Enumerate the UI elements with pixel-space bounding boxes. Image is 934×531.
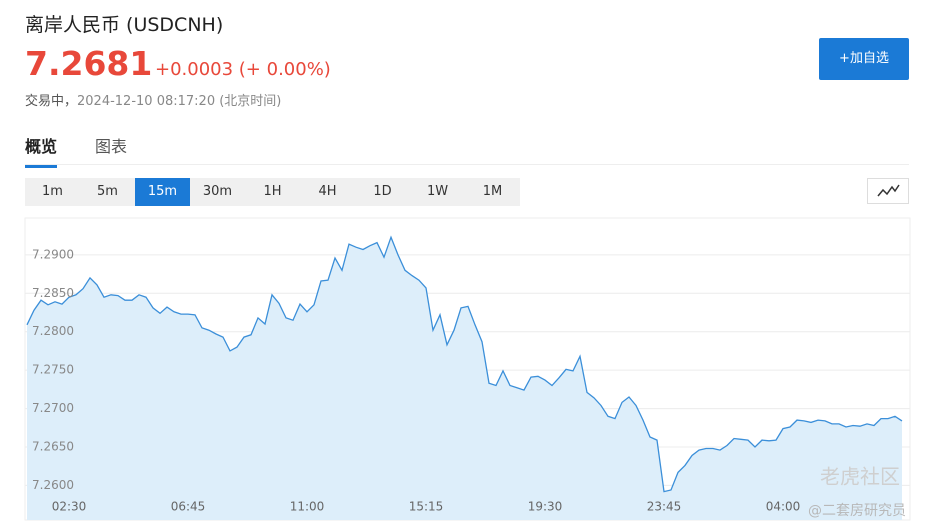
area [27,237,902,520]
tab[interactable]: 图表 [95,137,128,156]
chart-style-icon [877,184,900,197]
period-button[interactable]: 1H [263,184,282,199]
title: 离岸人民币 (USDCNH) [25,14,224,36]
tab[interactable]: 概览 [25,133,58,168]
x-tick-label: 15:15 [409,500,444,514]
period-button[interactable]: 5m [97,184,118,199]
watermark: 老虎社区 [820,465,900,489]
x-tick-label: 06:45 [171,500,206,514]
y-tick-label: 7.2700 [32,401,74,415]
period-button[interactable]: 1D [373,184,392,199]
y-tick-label: 7.2650 [32,439,74,453]
status-line: 交易中，2024-12-10 08:17:20 (北京时间) [25,90,281,109]
period-bar: 1m 5m 15m 30m 1H 4H 1D 1W 1M [25,178,520,206]
timestamp: 2024-12-10 08:17:20 (北京时间) [77,94,282,109]
y-tick-label: 7.2600 [32,478,74,492]
divider [25,164,909,165]
x-tick-label: 11:00 [290,500,325,514]
y-tick-label: 7.2750 [32,363,74,377]
watchlist-button[interactable]: +加自选 [819,38,909,80]
x-tick-label: 23:45 [647,500,682,514]
period-button[interactable]: 30m [202,184,233,199]
chart-style-button[interactable] [867,178,909,204]
y-tick-label: 7.2900 [32,247,74,261]
x-tick-label: 02:30 [52,500,87,514]
watermark: @二套房研究员 [808,503,906,519]
period-button[interactable]: 1M [482,184,503,199]
x-tick-label: 04:00 [766,500,801,514]
tab-bar: 概览 图表 [25,133,165,168]
x-tick-label: 19:30 [528,500,563,514]
y-tick-label: 7.2850 [32,286,74,300]
trading-status: 交易中， [25,94,78,109]
y-tick-label: 7.2800 [32,324,74,338]
price: 7.2681 [25,44,153,83]
price-change: +0.0003 (+ 0.00%) [155,59,331,80]
period-button[interactable]: 1W [426,184,449,199]
price-line [26,235,903,493]
period-button[interactable]: 15m [135,178,190,206]
period-button[interactable]: 4H [318,184,337,199]
period-button[interactable]: 1m [42,184,63,199]
